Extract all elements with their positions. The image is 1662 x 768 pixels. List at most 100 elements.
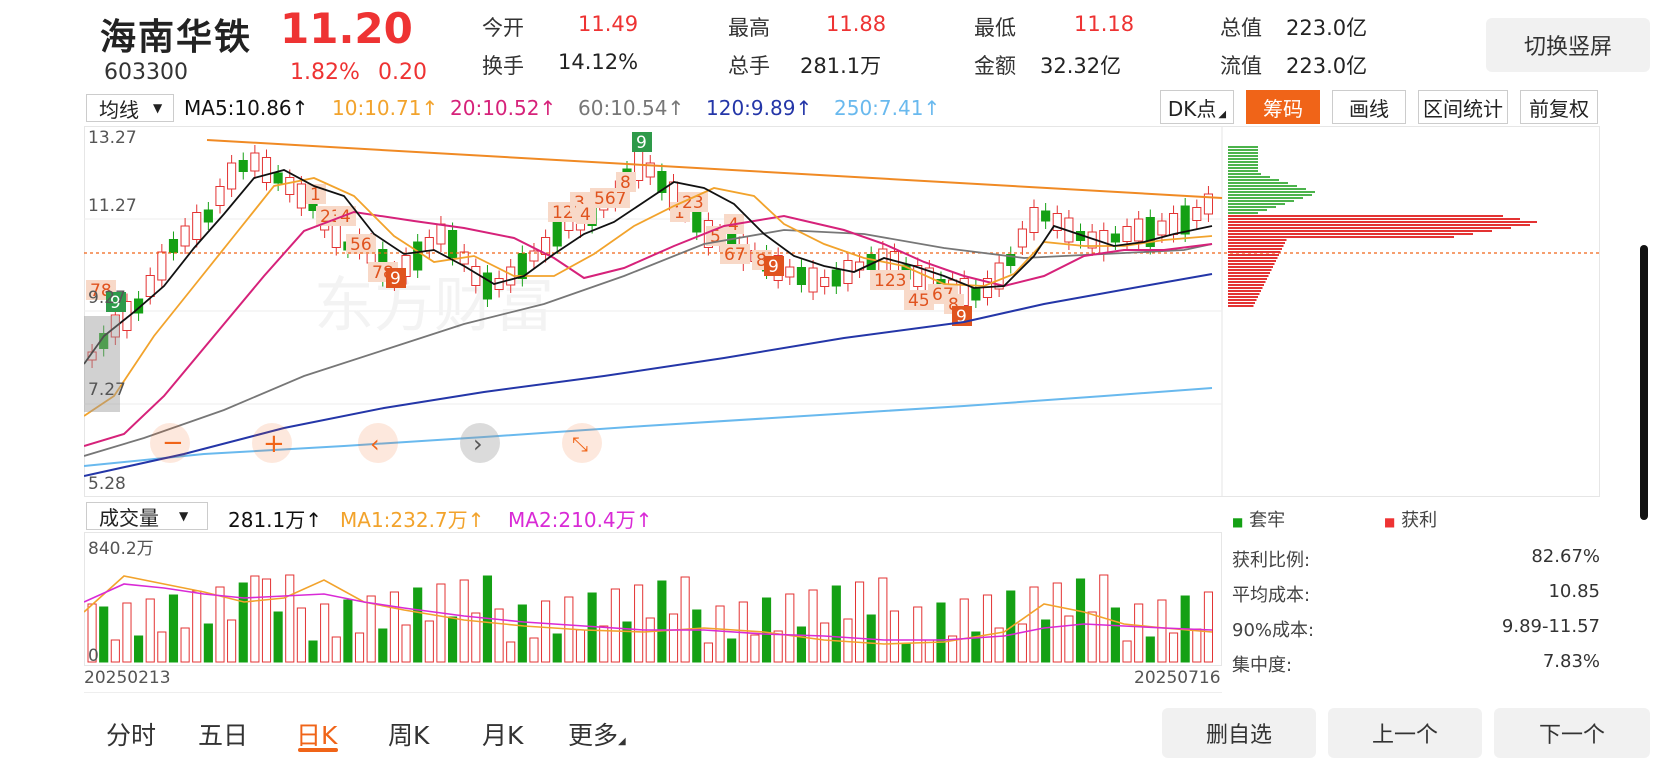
stat-amount-label: 金额 xyxy=(974,54,1016,78)
range-stats-button[interactable]: 区间统计 xyxy=(1418,90,1508,124)
avg-cost-value: 10.85 xyxy=(1548,581,1600,602)
scrollbar[interactable] xyxy=(1640,245,1648,520)
td-label: 4 xyxy=(580,205,591,225)
indicator-select[interactable]: 均线 ▼ xyxy=(86,94,174,122)
volume-zero-label: 0 xyxy=(88,646,99,666)
volume-bar xyxy=(261,578,272,663)
volume-chart[interactable] xyxy=(84,532,1222,666)
stat-total-cap-value: 223.0亿 xyxy=(1286,16,1368,40)
td-label-bg xyxy=(616,172,636,192)
previous-button[interactable]: 上一个 xyxy=(1328,708,1482,758)
volume-bar xyxy=(715,605,725,663)
chip-bar xyxy=(1228,194,1312,196)
volume-bar xyxy=(913,606,923,663)
volume-bar xyxy=(168,594,179,663)
dk-point-button[interactable]: DK点 ◢ xyxy=(1160,90,1234,124)
divider xyxy=(84,692,1222,693)
volume-bar xyxy=(610,588,620,663)
td-label: 8 xyxy=(948,295,959,315)
candle xyxy=(203,209,213,223)
corner-arrow-icon: ◢ xyxy=(1218,108,1227,120)
avg-cost-label: 平均成本: xyxy=(1232,585,1311,606)
volume-chart-frame[interactable] xyxy=(84,532,1222,666)
chip-bar xyxy=(1228,287,1263,289)
chip-bar xyxy=(1228,278,1267,280)
volume-bar xyxy=(180,627,190,663)
td-label-bg xyxy=(632,132,652,152)
td-label-bg xyxy=(386,268,406,288)
tab-intraday[interactable]: 分时 xyxy=(106,721,157,750)
tab-monthly-k[interactable]: 月K xyxy=(482,721,524,750)
candle xyxy=(1157,220,1167,236)
concentration-value: 7.83% xyxy=(1542,651,1600,672)
volume-bar xyxy=(971,631,981,663)
collapse-button[interactable] xyxy=(562,423,602,463)
ma120-line xyxy=(84,273,1213,477)
chevron-right-icon: › xyxy=(473,430,483,458)
td-label: 45 xyxy=(908,291,930,311)
candle xyxy=(168,239,179,253)
chip-bar xyxy=(1228,161,1258,163)
zoom-in-button[interactable] xyxy=(252,423,292,463)
ma20-line xyxy=(84,210,1213,447)
volume-ma1-line xyxy=(84,575,1213,645)
chevron-down-icon: ▼ xyxy=(179,509,189,523)
chip-bar xyxy=(1228,275,1269,277)
ma5-label: MA5:10.86↑ xyxy=(184,96,309,120)
td-label-bg xyxy=(720,244,750,264)
draw-line-button[interactable]: 画线 xyxy=(1332,90,1406,124)
chip-bar xyxy=(1228,227,1511,229)
scroll-right-button[interactable] xyxy=(460,423,500,463)
volume-bar xyxy=(145,598,155,663)
chip-button[interactable]: 筹码 xyxy=(1246,90,1320,124)
volume-max-label: 840.2万 xyxy=(88,539,154,559)
stat-low-value: 11.18 xyxy=(1074,12,1135,36)
volume-indicator-select[interactable]: 成交量 ▼ xyxy=(86,502,208,530)
tab-daily-k[interactable]: 日K xyxy=(296,721,338,750)
volume-bar xyxy=(901,643,911,663)
chip-bar xyxy=(1228,257,1278,259)
tab-five-day[interactable]: 五日 xyxy=(198,721,249,750)
td-label: 1 xyxy=(310,185,321,205)
chip-bar xyxy=(1228,242,1285,244)
candle xyxy=(145,275,155,297)
candle xyxy=(1041,210,1051,222)
candle xyxy=(657,171,667,193)
chip-bar xyxy=(1228,266,1273,268)
active-tab-indicator xyxy=(298,748,338,752)
tab-weekly-k[interactable]: 周K xyxy=(388,721,430,750)
volume-bar xyxy=(471,612,481,663)
candle xyxy=(1180,205,1190,235)
stat-high-value: 11.88 xyxy=(826,12,887,36)
volume-bar xyxy=(889,610,900,663)
volume-bar xyxy=(238,582,248,663)
price-axis-bottom: 5.28 xyxy=(88,474,126,494)
volume-bar xyxy=(157,631,167,663)
candle xyxy=(447,230,458,258)
td-label: 123 xyxy=(874,271,906,291)
candle xyxy=(692,211,702,233)
chip-bar xyxy=(1228,221,1537,223)
scroll-left-button[interactable] xyxy=(358,423,398,463)
legend-profit-label: 获利 xyxy=(1401,510,1438,531)
watermark-logo: 东方财富 xyxy=(314,271,554,341)
volume-select-label: 成交量 xyxy=(99,505,159,530)
dk-point-label: DK点 xyxy=(1167,96,1217,121)
stat-high-label: 最高 xyxy=(728,16,770,40)
switch-portrait-button[interactable]: 切换竖屏 xyxy=(1486,18,1650,72)
td-label: 8 xyxy=(620,173,631,193)
remove-watchlist-button[interactable]: 删自选 xyxy=(1162,708,1316,758)
next-button[interactable]: 下一个 xyxy=(1494,708,1650,758)
chip-bar xyxy=(1228,209,1267,211)
forward-adjust-button[interactable]: 前复权 xyxy=(1520,90,1598,124)
td-label: 5 xyxy=(710,227,721,247)
chip-bar xyxy=(1228,212,1258,214)
volume-bar xyxy=(447,616,458,663)
volume-bar xyxy=(657,580,667,663)
tab-more[interactable]: 更多◢ xyxy=(568,716,626,752)
volume-ma1: MA1:232.7万↑ xyxy=(340,508,485,532)
chip-bar xyxy=(1228,305,1254,307)
zoom-out-button[interactable] xyxy=(150,423,190,463)
